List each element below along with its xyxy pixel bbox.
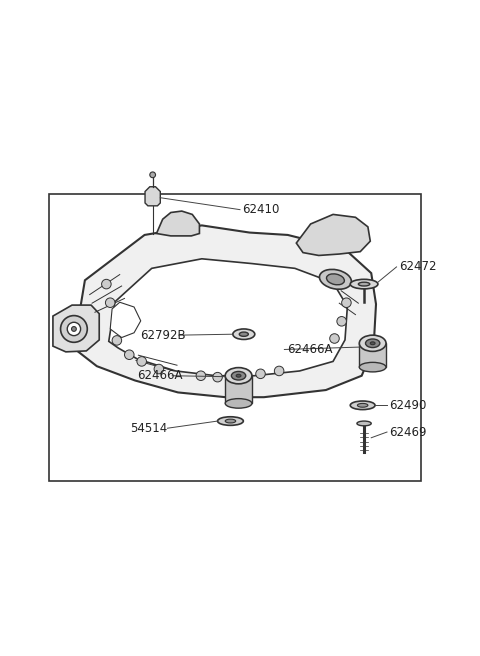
Text: 62490: 62490 [389, 399, 427, 412]
Text: 62466A: 62466A [287, 343, 332, 356]
Circle shape [124, 350, 134, 359]
Ellipse shape [358, 403, 368, 407]
Ellipse shape [217, 417, 243, 425]
Circle shape [72, 327, 76, 331]
Ellipse shape [359, 282, 370, 286]
Ellipse shape [320, 270, 351, 289]
Circle shape [342, 298, 351, 308]
Ellipse shape [360, 362, 386, 372]
Text: 62466A: 62466A [137, 369, 183, 382]
Text: 62410: 62410 [242, 203, 280, 216]
Text: 54514: 54514 [130, 422, 168, 435]
Circle shape [106, 298, 115, 308]
Bar [225, 376, 252, 403]
Circle shape [137, 357, 146, 366]
Circle shape [102, 279, 111, 289]
Polygon shape [109, 259, 348, 376]
Circle shape [150, 172, 156, 178]
Ellipse shape [236, 375, 241, 377]
Circle shape [275, 366, 284, 376]
Circle shape [154, 364, 164, 374]
Circle shape [337, 317, 347, 326]
Circle shape [112, 336, 121, 345]
Circle shape [234, 371, 244, 381]
Ellipse shape [350, 279, 378, 289]
Ellipse shape [370, 342, 375, 344]
Ellipse shape [350, 401, 375, 409]
Ellipse shape [357, 421, 371, 426]
Polygon shape [296, 215, 370, 255]
Text: 62792B: 62792B [140, 329, 185, 342]
Bar [49, 194, 421, 481]
Polygon shape [53, 305, 99, 352]
Ellipse shape [240, 332, 248, 337]
Polygon shape [156, 211, 199, 236]
Circle shape [196, 371, 205, 380]
Circle shape [256, 369, 265, 379]
Polygon shape [110, 302, 141, 338]
Circle shape [67, 322, 81, 336]
Ellipse shape [233, 329, 255, 339]
Text: 62472: 62472 [399, 260, 436, 274]
Circle shape [213, 373, 222, 382]
Ellipse shape [225, 367, 252, 384]
Polygon shape [145, 187, 160, 206]
Ellipse shape [360, 335, 386, 352]
Circle shape [330, 334, 339, 343]
Bar [360, 343, 386, 367]
Ellipse shape [225, 419, 236, 423]
Circle shape [117, 319, 126, 329]
Ellipse shape [225, 399, 252, 408]
Circle shape [60, 316, 87, 342]
Polygon shape [75, 226, 376, 397]
Ellipse shape [326, 274, 344, 285]
Ellipse shape [231, 371, 246, 380]
Ellipse shape [365, 339, 380, 348]
Text: 62469: 62469 [389, 426, 427, 438]
